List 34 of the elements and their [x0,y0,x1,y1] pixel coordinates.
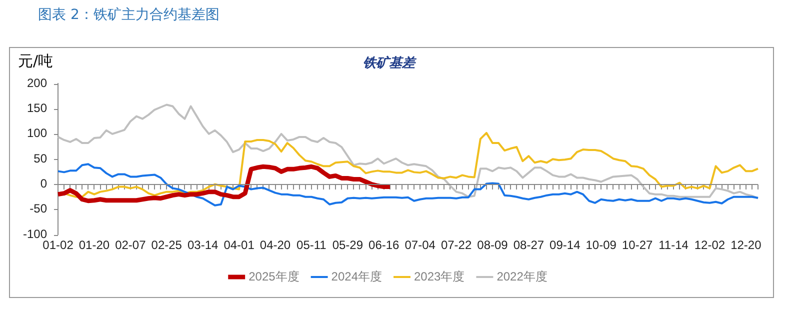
chart-title: 图表 2：铁矿主力合约基差图 [38,6,220,24]
x-tick-label: 04-01 [224,238,255,252]
x-tick-label: 12-02 [694,238,726,252]
x-tick-label: 10-09 [586,238,617,252]
x-tick-label: 02-07 [115,238,146,252]
x-tick-label: 07-04 [404,238,436,252]
x-tick-label: 01-02 [42,238,74,252]
x-tick-label: 02-25 [151,238,182,252]
legend-label: 2022年度 [496,269,548,284]
x-tick-label: 10-27 [622,238,653,252]
x-tick-label: 01-20 [78,238,110,252]
y-tick-label: -100 [22,226,48,241]
legend-label: 2023年度 [414,269,465,284]
y-tick-label: 100 [26,126,48,140]
legend-label: 2025年度 [248,269,300,284]
y-axis-title: 元/吨 [18,52,54,70]
x-tick-label: 07-22 [440,238,472,252]
y-tick-label: 150 [26,101,48,116]
x-tick-label: 08-27 [513,238,544,252]
legend-label: 2024年度 [331,269,382,284]
x-tick-label: 06-16 [368,238,400,252]
y-tick-label: 0 [40,176,48,191]
x-tick-label: 05-11 [296,238,327,252]
chart-subtitle: 铁矿基差 [363,55,417,72]
x-tick-label: 04-20 [260,238,291,252]
x-tick-label: 03-14 [187,238,219,252]
y-tick-label: 50 [34,151,48,166]
x-tick-label: 11-14 [658,238,689,252]
y-tick-label: 200 [26,76,48,90]
x-tick-label: 05-29 [332,238,364,252]
x-tick-label: 09-14 [550,238,581,252]
x-tick-label: 12-20 [730,238,762,252]
y-tick-label: -50 [30,202,48,216]
x-tick-label: 08-09 [477,238,508,252]
